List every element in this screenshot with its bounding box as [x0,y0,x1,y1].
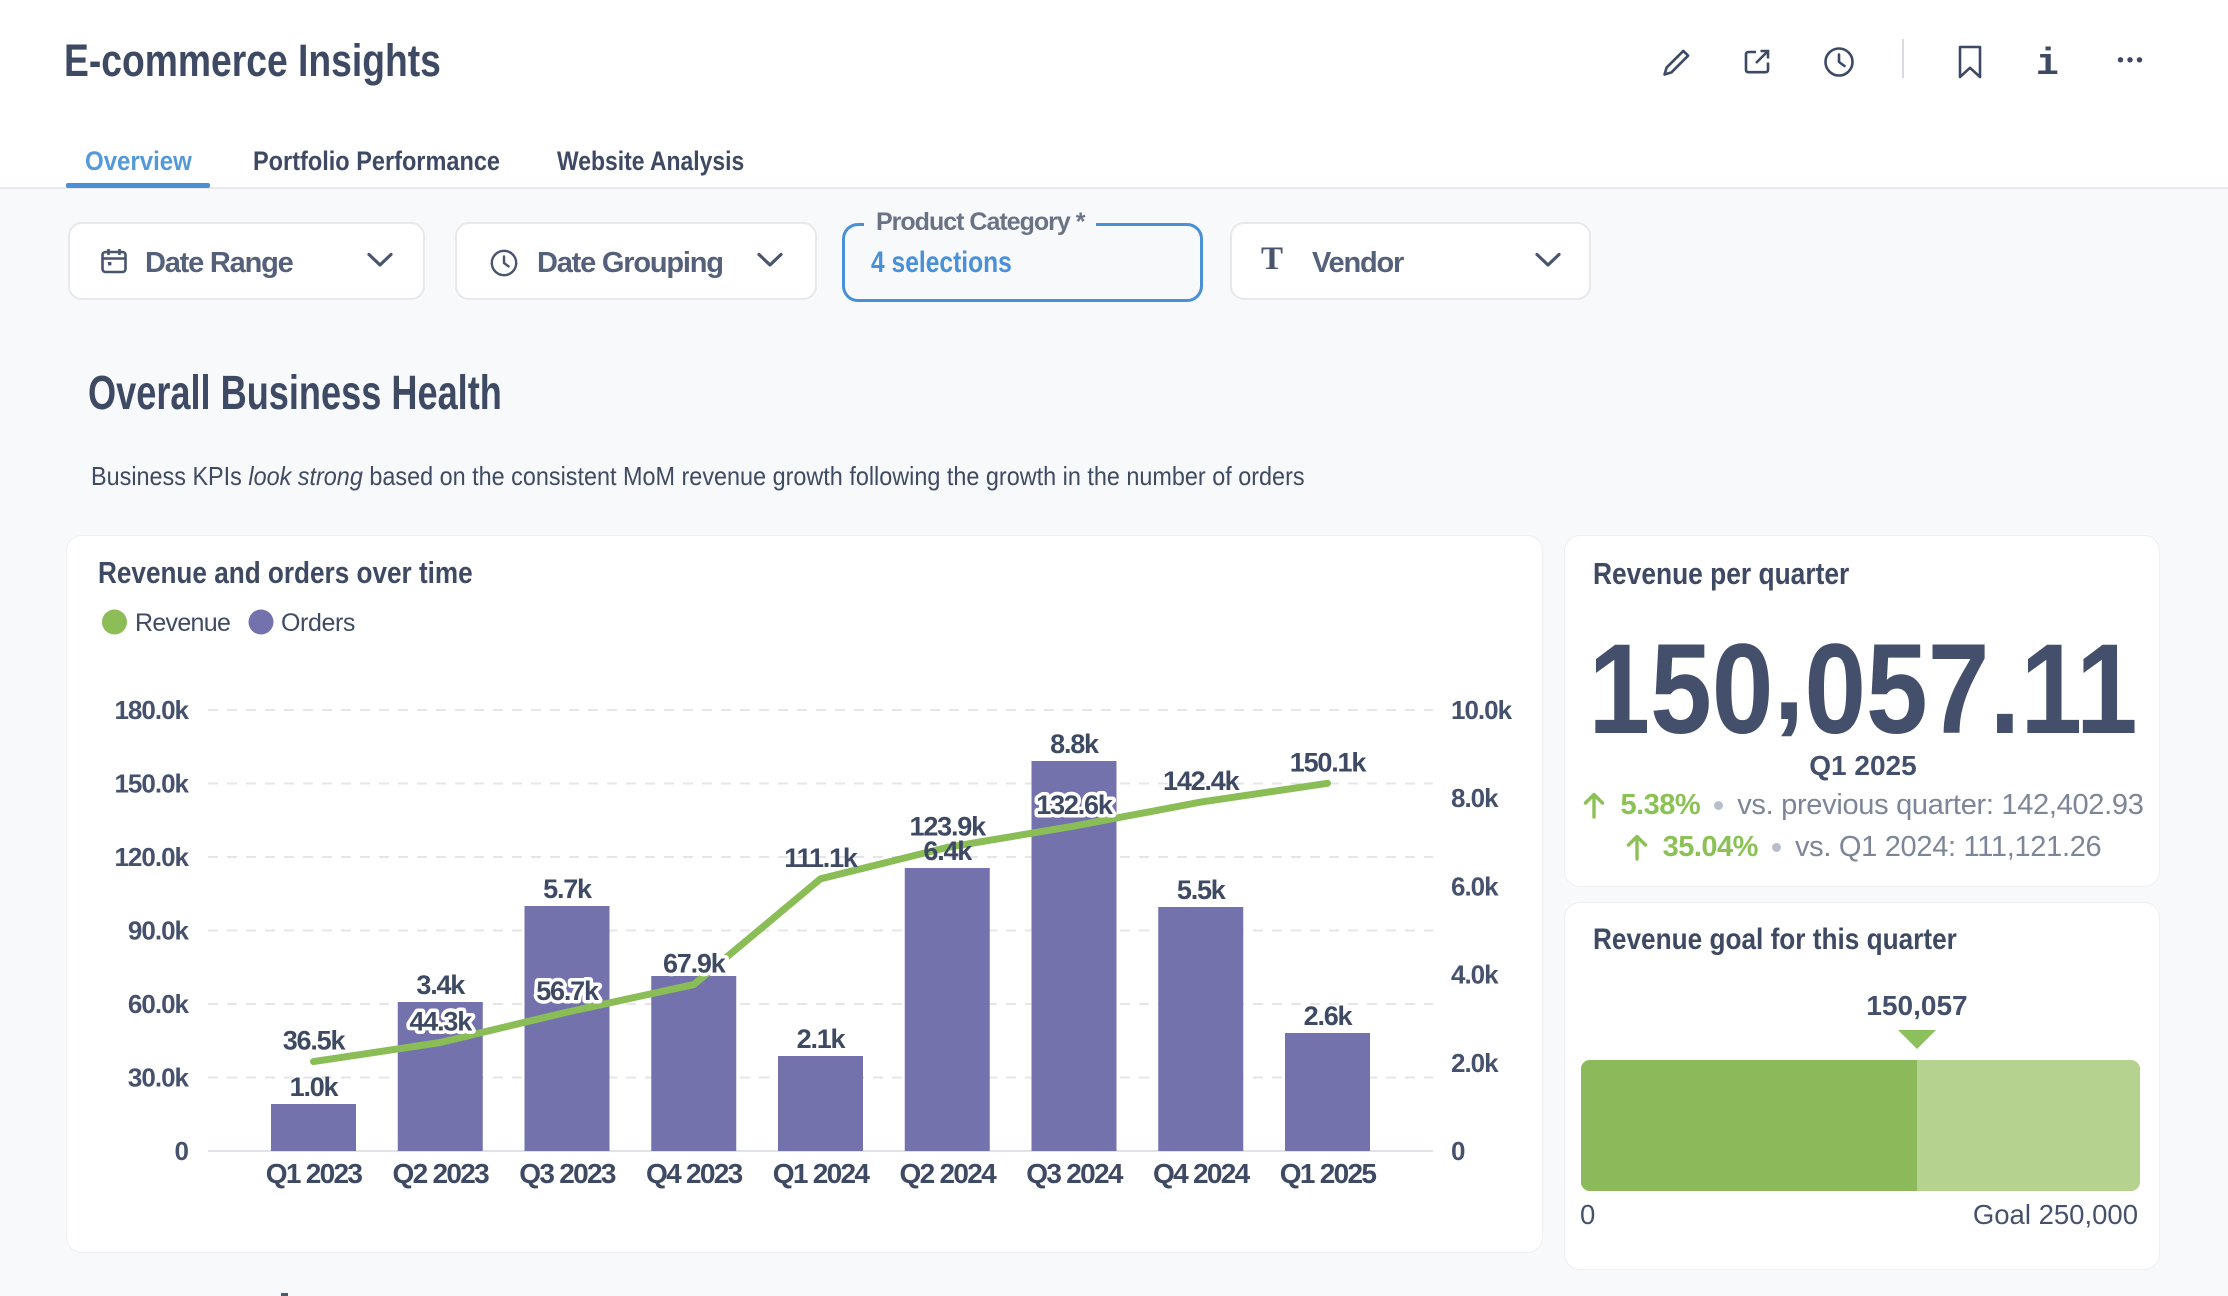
svg-text:3.4k: 3.4k [416,970,466,1000]
svg-text:2.1k: 2.1k [797,1024,847,1054]
svg-text:142.4k: 142.4k [1163,766,1241,796]
svg-text:36.5k: 36.5k [283,1026,347,1056]
svg-text:0: 0 [1451,1136,1465,1166]
svg-text:2.6k: 2.6k [1304,1001,1354,1031]
svg-text:4.0k: 4.0k [1451,960,1499,990]
svg-text:132.6k: 132.6k [1036,790,1114,820]
svg-text:123.9k: 123.9k [910,811,988,841]
svg-text:150.0k: 150.0k [114,769,189,799]
svg-text:Q4 2024: Q4 2024 [1153,1158,1251,1189]
svg-text:Q2 2024: Q2 2024 [899,1158,997,1189]
svg-text:150.1k: 150.1k [1290,747,1368,777]
svg-text:10.0k: 10.0k [1451,695,1513,725]
svg-text:56.7k: 56.7k [536,976,600,1006]
svg-text:111.1k: 111.1k [784,843,859,873]
svg-text:90.0k: 90.0k [128,916,190,946]
svg-text:2.0k: 2.0k [1451,1048,1499,1078]
svg-text:6.0k: 6.0k [1451,871,1499,901]
svg-text:Q3 2023: Q3 2023 [519,1158,616,1189]
svg-text:8.0k: 8.0k [1451,783,1499,813]
svg-text:120.0k: 120.0k [114,842,189,872]
svg-text:30.0k: 30.0k [128,1063,190,1093]
svg-text:0: 0 [175,1136,189,1166]
svg-text:Orders: Orders [281,609,355,637]
svg-text:Q2 2023: Q2 2023 [392,1158,489,1189]
svg-text:Revenue: Revenue [135,609,230,637]
svg-text:6.4k: 6.4k [923,836,973,866]
svg-text:180.0k: 180.0k [114,695,189,725]
svg-text:Q1 2024: Q1 2024 [773,1158,871,1189]
svg-text:Q1 2025: Q1 2025 [1280,1158,1377,1189]
svg-text:1.0k: 1.0k [290,1072,340,1102]
svg-text:44.3k: 44.3k [409,1007,473,1037]
svg-text:Q1 2023: Q1 2023 [266,1158,363,1189]
svg-text:60.0k: 60.0k [128,989,190,1019]
svg-text:Q4 2023: Q4 2023 [646,1158,743,1189]
svg-text:5.7k: 5.7k [543,874,593,904]
svg-text:8.8k: 8.8k [1050,729,1100,759]
svg-text:67.9k: 67.9k [663,949,727,979]
svg-text:5.5k: 5.5k [1177,875,1227,905]
svg-text:Q3 2024: Q3 2024 [1026,1158,1124,1189]
